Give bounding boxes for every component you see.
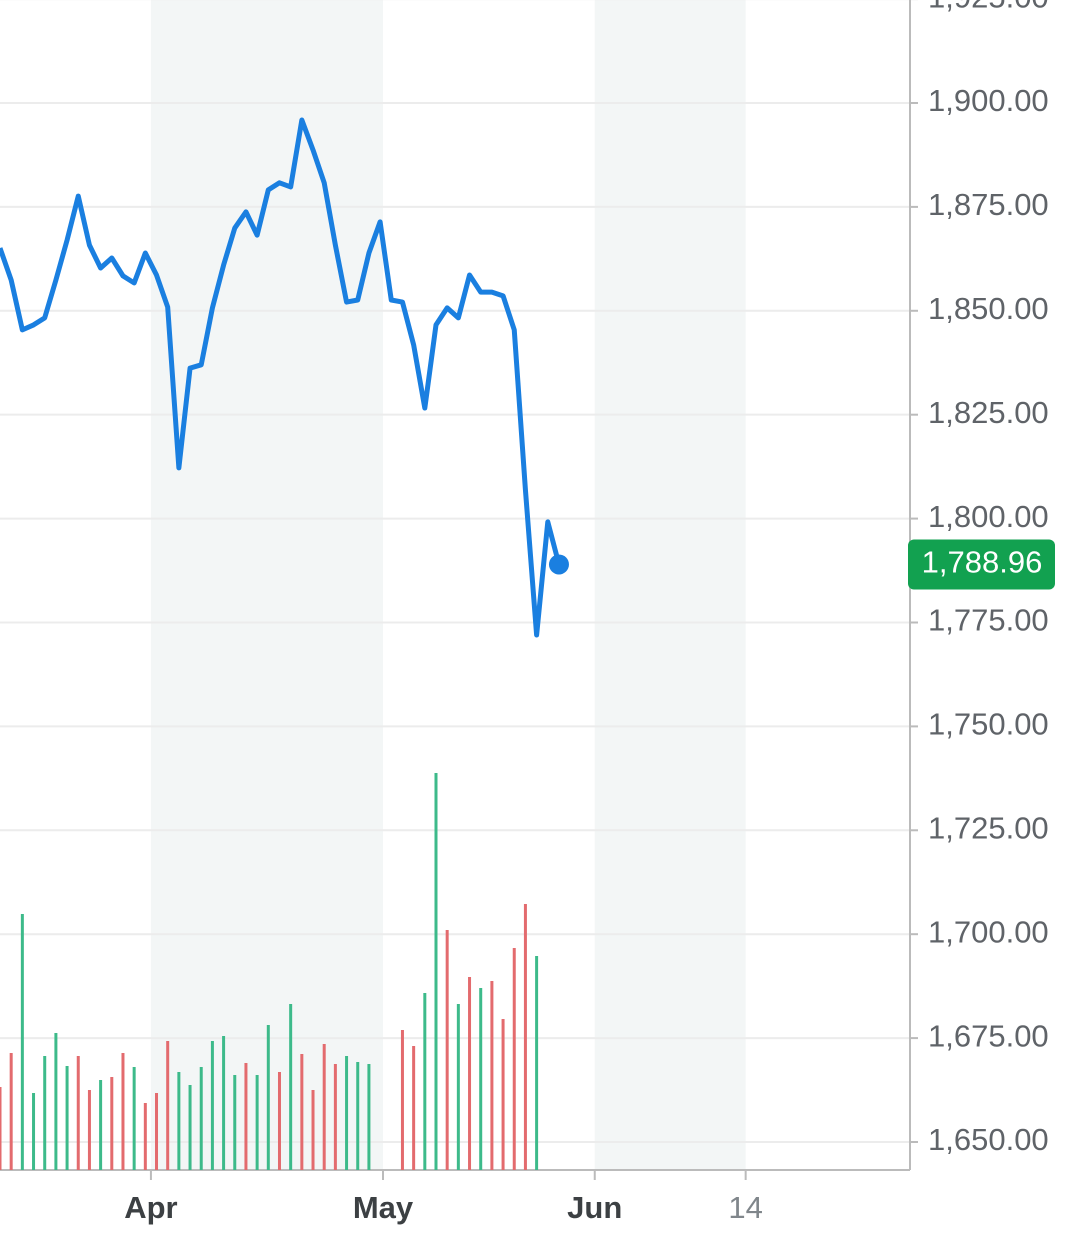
volume-bar [468,977,472,1170]
volume-bar [199,1067,203,1170]
volume-bar [110,1077,114,1170]
y-tick-label: 1,850.00 [928,291,1049,326]
y-tick-label: 1,875.00 [928,187,1049,222]
volume-bar [333,1064,337,1170]
volume-bar [523,904,527,1170]
y-tick-label: 1,775.00 [928,603,1049,638]
y-tick-label: 1,725.00 [928,810,1049,845]
volume-bar [423,993,427,1170]
volume-bar [501,1019,505,1170]
y-tick-label: 1,750.00 [928,707,1049,742]
y-tick-label: 1,925.00 [928,0,1049,14]
volume-bar [0,1087,2,1170]
volume-bar [121,1053,125,1170]
y-tick-label: 1,900.00 [928,83,1049,118]
y-tick-label: 1,700.00 [928,914,1049,949]
volume-bar [244,1063,248,1170]
volume-bar [143,1103,147,1170]
volume-bar [300,1054,304,1170]
volume-bar [412,1046,416,1170]
volume-bar [233,1075,237,1170]
volume-bar [289,1004,293,1170]
price-badge [908,539,1055,590]
volume-bar [445,930,449,1170]
price-line [0,117,562,638]
month-band [594,0,746,1170]
volume-bar [210,1041,214,1170]
volume-bar [155,1093,159,1170]
volume-bar [400,1030,404,1170]
volume-bar [132,1067,136,1170]
volume-bar [65,1066,69,1170]
volume-bar [512,948,516,1170]
x-tick-label: May [353,1190,414,1225]
volume-bar [356,1062,360,1170]
y-tick-label: 1,675.00 [928,1018,1049,1053]
volume-bar [535,956,539,1170]
volume-bar [177,1072,181,1170]
x-tick-label: Apr [124,1190,177,1225]
x-tick-label: 14 [728,1190,762,1225]
volume-bar [32,1093,36,1170]
volume-bar [43,1056,47,1170]
volume-bar [99,1080,103,1170]
volume-bar [87,1090,91,1170]
volume-bar [54,1033,58,1170]
volume-bar [188,1085,192,1170]
volume-bar [434,773,438,1170]
volume-bar [20,914,24,1170]
volume-bar [222,1036,226,1170]
y-tick-label: 1,825.00 [928,395,1049,430]
volume-bar [166,1041,170,1170]
volume-bar [255,1075,259,1170]
last-point [548,554,569,575]
volume-bar [277,1072,281,1170]
volume-bar [345,1056,349,1170]
volume-bar [490,981,494,1170]
volume-bar [266,1025,270,1170]
volume-bar [456,1004,460,1170]
y-tick-label: 1,800.00 [928,499,1049,534]
volume-bar [76,1056,80,1170]
month-band [150,0,384,1170]
price-label: 1,788.96 [922,545,1043,580]
volume-bar [322,1044,326,1170]
volume-bar [479,988,483,1170]
volume-bar [311,1090,315,1170]
volume-bar [9,1053,13,1170]
x-tick-label: Jun [567,1190,622,1225]
volume-bar [367,1064,371,1170]
y-tick-label: 1,650.00 [928,1122,1049,1157]
